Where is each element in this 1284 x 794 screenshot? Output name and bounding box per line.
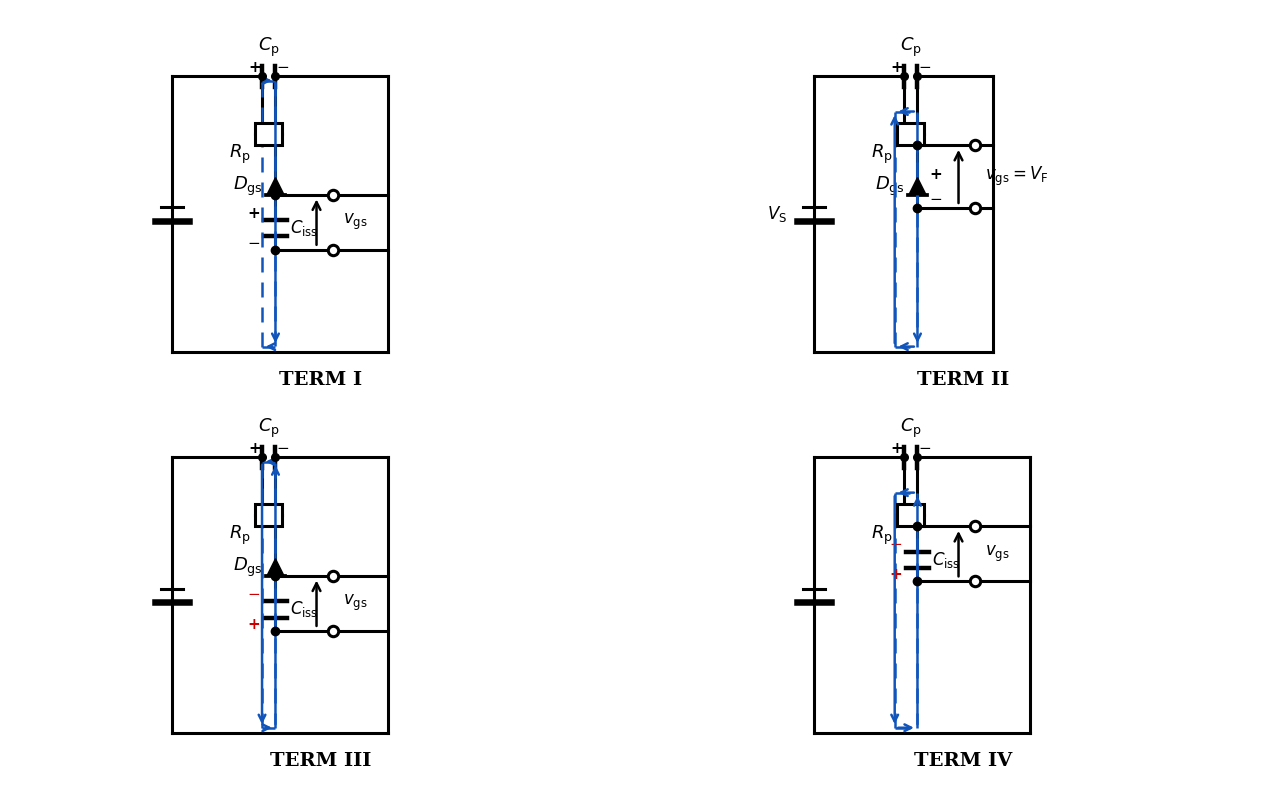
Text: +: + <box>248 60 261 75</box>
Text: −: − <box>890 538 903 553</box>
Text: $R_\mathrm{p}$: $R_\mathrm{p}$ <box>871 524 892 547</box>
Bar <box>898 504 924 526</box>
Text: $v_\mathrm{gs}$: $v_\mathrm{gs}$ <box>985 544 1009 564</box>
Text: +: + <box>248 617 261 632</box>
Text: $V_\mathrm{S}$: $V_\mathrm{S}$ <box>768 204 787 224</box>
Text: −: − <box>276 441 289 457</box>
Polygon shape <box>909 178 926 195</box>
Text: $C_\mathrm{iss}$: $C_\mathrm{iss}$ <box>290 218 318 238</box>
Text: $D_\mathrm{gs}$: $D_\mathrm{gs}$ <box>874 175 904 198</box>
Text: −: − <box>918 60 931 75</box>
Text: +: + <box>930 168 942 183</box>
Text: −: − <box>248 236 261 251</box>
Text: $R_\mathrm{p}$: $R_\mathrm{p}$ <box>229 143 250 166</box>
Text: TERM III: TERM III <box>271 753 371 770</box>
Text: $v_\mathrm{gs}$: $v_\mathrm{gs}$ <box>343 593 367 613</box>
Bar <box>898 123 924 145</box>
Text: $v_\mathrm{gs}$: $v_\mathrm{gs}$ <box>343 212 367 232</box>
Text: −: − <box>930 191 942 206</box>
Text: TERM IV: TERM IV <box>914 753 1012 770</box>
Text: $C_\mathrm{iss}$: $C_\mathrm{iss}$ <box>932 549 960 570</box>
Text: $C_\mathrm{p}$: $C_\mathrm{p}$ <box>900 417 922 441</box>
Text: $C_\mathrm{p}$: $C_\mathrm{p}$ <box>900 36 922 60</box>
Text: +: + <box>890 567 903 582</box>
Text: +: + <box>248 206 261 221</box>
Text: +: + <box>890 60 903 75</box>
Text: TERM I: TERM I <box>280 372 362 389</box>
Text: −: − <box>918 441 931 457</box>
Text: $C_\mathrm{iss}$: $C_\mathrm{iss}$ <box>290 599 318 619</box>
Text: $D_\mathrm{gs}$: $D_\mathrm{gs}$ <box>232 175 262 198</box>
Text: $C_\mathrm{p}$: $C_\mathrm{p}$ <box>258 36 280 60</box>
Text: +: + <box>890 441 903 457</box>
Text: $R_\mathrm{p}$: $R_\mathrm{p}$ <box>871 143 892 166</box>
Text: $v_\mathrm{gs} = V_\mathrm{F}$: $v_\mathrm{gs} = V_\mathrm{F}$ <box>985 165 1048 188</box>
Bar <box>256 504 282 526</box>
Text: +: + <box>248 441 261 457</box>
Text: $R_\mathrm{p}$: $R_\mathrm{p}$ <box>229 524 250 547</box>
Text: $D_\mathrm{gs}$: $D_\mathrm{gs}$ <box>232 556 262 579</box>
Text: $C_\mathrm{p}$: $C_\mathrm{p}$ <box>258 417 280 441</box>
Text: −: − <box>276 60 289 75</box>
Polygon shape <box>267 559 284 576</box>
Polygon shape <box>267 178 284 195</box>
Text: −: − <box>248 587 261 602</box>
Bar <box>256 123 282 145</box>
Text: TERM II: TERM II <box>917 372 1009 389</box>
